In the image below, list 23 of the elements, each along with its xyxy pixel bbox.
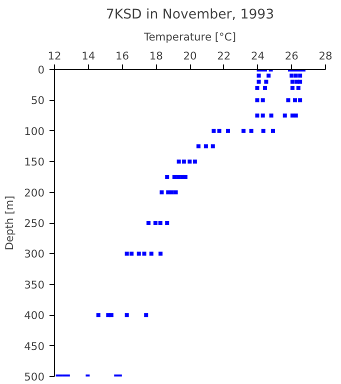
- x-tick-label: 22: [217, 50, 231, 62]
- y-tick-label: 300: [24, 248, 45, 261]
- y-tick-label: 350: [24, 278, 45, 292]
- y-tick-label: 400: [24, 309, 45, 322]
- x-tick-label: 24: [250, 50, 265, 62]
- y-tick-label: 250: [24, 217, 45, 230]
- x-tick-label: 14: [82, 50, 96, 62]
- x-tick-label: 12: [48, 50, 62, 62]
- y-tick-label: 200: [24, 186, 45, 200]
- x-tick-label: 18: [149, 50, 164, 62]
- chart-title: 7KSD in November, 1993: [106, 8, 274, 22]
- y-tick-label: 50: [30, 94, 45, 108]
- y-tick-label: 100: [24, 124, 45, 138]
- y-tick-label: 500: [24, 370, 45, 384]
- x-tick-label: 16: [115, 50, 130, 62]
- y-tick-label: 150: [24, 156, 45, 169]
- y-tick-label: 0: [38, 64, 45, 76]
- x-tick-label: 20: [183, 50, 197, 62]
- x-axis-title: Temperature [°C]: [143, 30, 236, 44]
- x-tick-label: 26: [284, 50, 299, 62]
- y-axis-title: Depth [m]: [3, 196, 16, 250]
- x-tick-label: 28: [318, 50, 332, 62]
- y-tick-label: 450: [24, 340, 45, 353]
